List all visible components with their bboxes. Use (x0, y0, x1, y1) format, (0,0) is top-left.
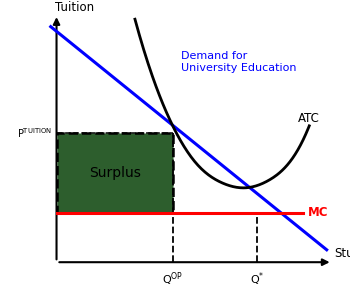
Text: Demand for
University Education: Demand for University Education (181, 51, 297, 73)
Text: Tuition: Tuition (55, 1, 94, 14)
Text: Q$^{\mathrm{OP}}$: Q$^{\mathrm{OP}}$ (162, 271, 183, 285)
Text: Surplus: Surplus (89, 166, 141, 180)
Text: ATC: ATC (298, 112, 320, 125)
Bar (57, 133, 173, 213)
Text: P$^{\mathrm{TUITION}}$: P$^{\mathrm{TUITION}}$ (17, 126, 52, 140)
Text: MC: MC (308, 206, 328, 219)
Text: Q$^{*}$: Q$^{*}$ (250, 271, 264, 285)
Text: Students: Students (334, 247, 350, 260)
